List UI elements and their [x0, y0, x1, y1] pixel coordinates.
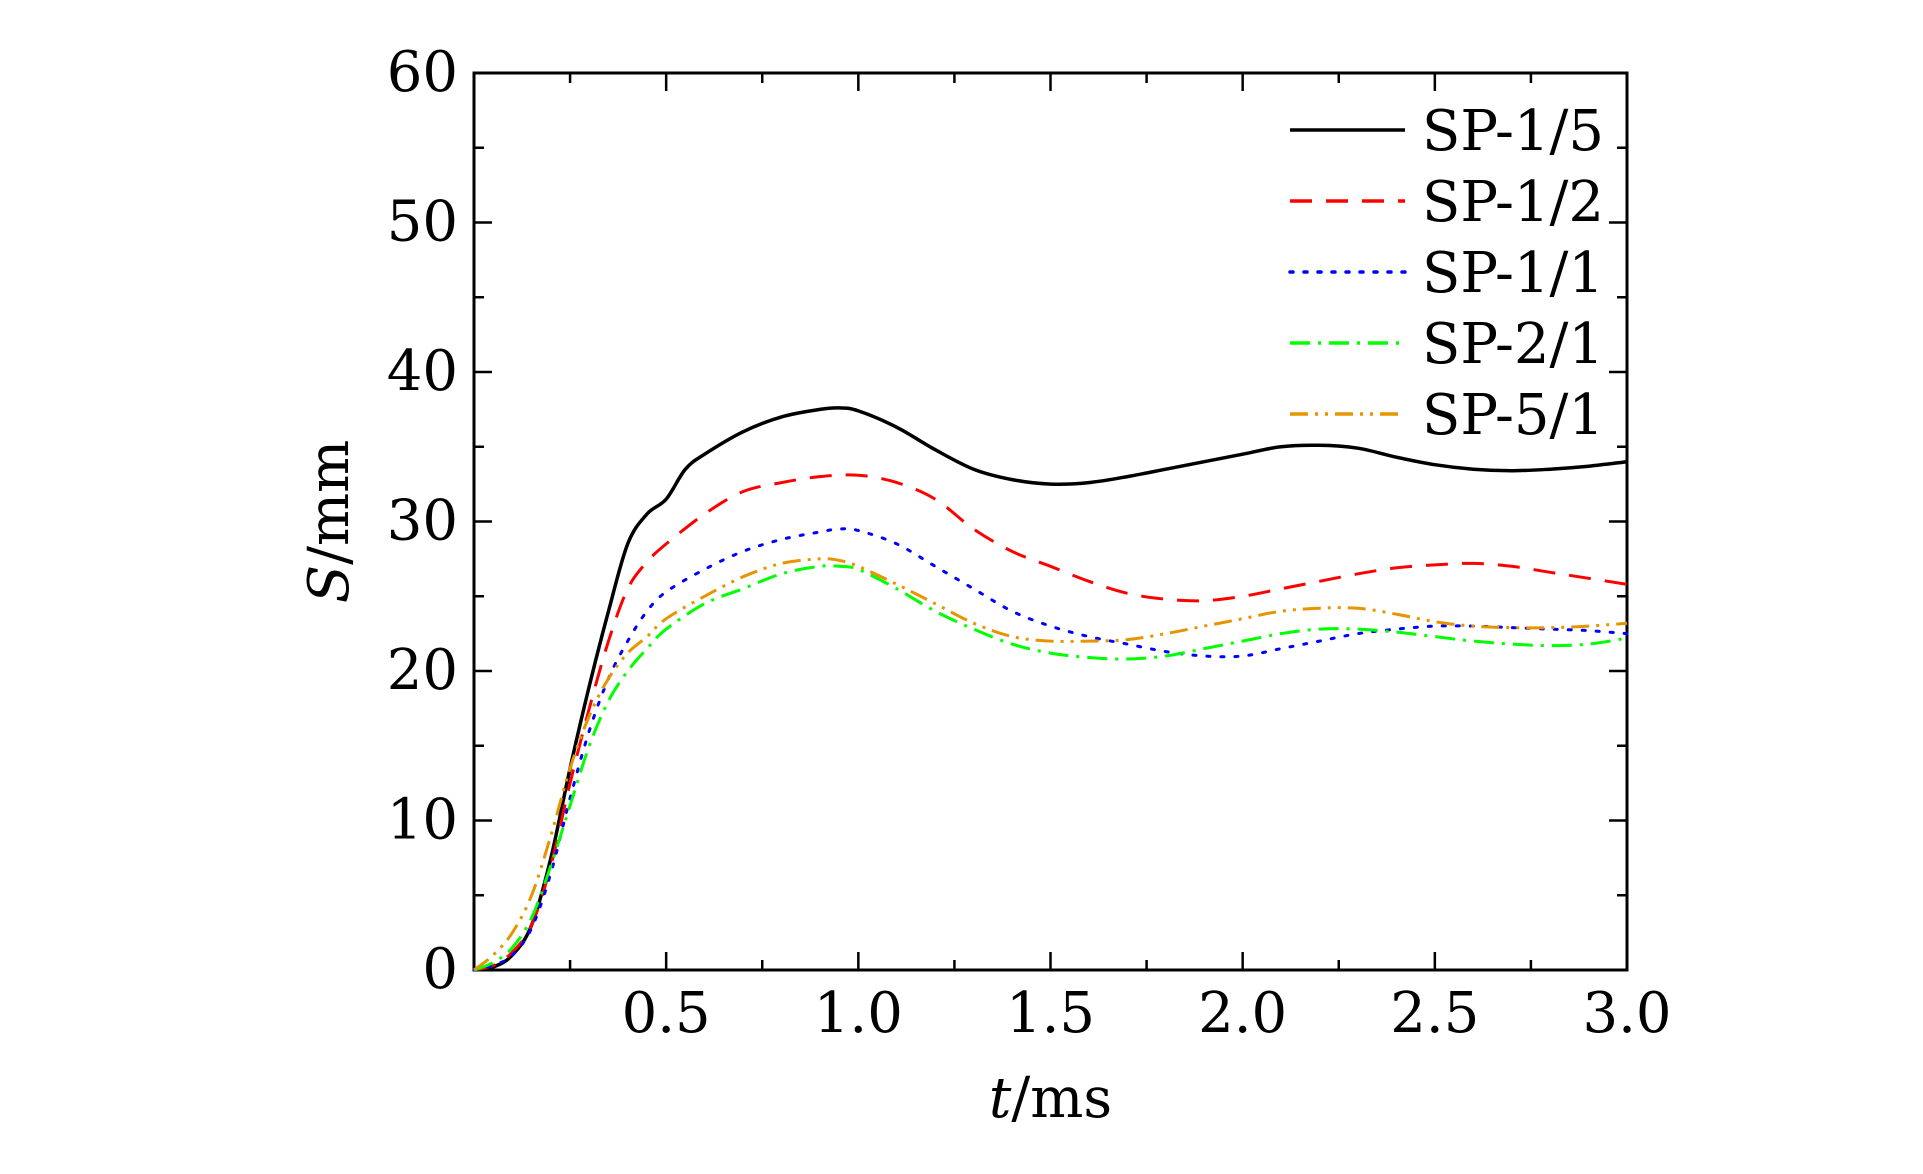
legend-label: SP-2/1 — [1422, 312, 1604, 377]
legend-label: SP-1/2 — [1422, 170, 1604, 235]
x-axis-title-symbol: t — [989, 1066, 1012, 1131]
series-line-sp-1-2 — [473, 473, 1628, 972]
x-tick-label: 2.5 — [1390, 981, 1479, 1046]
y-axis-title: S/mm — [297, 440, 362, 603]
series-line-sp-1-5 — [473, 406, 1628, 972]
y-axis: 0 10 20 30 40 50 60 — [387, 40, 1627, 1002]
y-tick-label: 50 — [387, 190, 458, 255]
y-tick-label: 30 — [387, 489, 458, 554]
y-axis-title-symbol: S — [297, 565, 362, 603]
x-axis-title-unit: /ms — [1011, 1066, 1112, 1131]
series-layer — [472, 406, 1629, 972]
x-tick-label: 1.0 — [814, 981, 903, 1046]
legend-label: SP-1/5 — [1422, 99, 1604, 164]
legend-label: SP-5/1 — [1422, 383, 1604, 448]
x-axis: 0.5 1.0 1.5 2.0 2.5 3.0 — [568, 73, 1672, 1046]
x-tick-label: 0.5 — [622, 981, 711, 1046]
y-tick-label: 60 — [387, 40, 458, 105]
legend-label: SP-1/1 — [1422, 241, 1604, 306]
legend: SP-1/5SP-1/2SP-1/1SP-2/1SP-5/1 — [1288, 99, 1604, 448]
x-tick-label: 2.0 — [1198, 981, 1287, 1046]
y-tick-label: 20 — [387, 638, 458, 703]
y-tick-label: 40 — [387, 339, 458, 404]
x-tick-label: 3.0 — [1582, 981, 1671, 1046]
x-axis-title: t/ms — [989, 1066, 1112, 1131]
series-line-sp-1-1 — [472, 527, 1629, 972]
series-line-sp-2-1 — [473, 564, 1628, 972]
y-axis-title-unit: /mm — [297, 440, 362, 565]
y-tick-label: 10 — [387, 788, 458, 853]
y-tick-label: 0 — [422, 937, 458, 1002]
series-line-sp-5-1 — [473, 557, 1628, 972]
x-tick-label: 1.5 — [1006, 981, 1095, 1046]
